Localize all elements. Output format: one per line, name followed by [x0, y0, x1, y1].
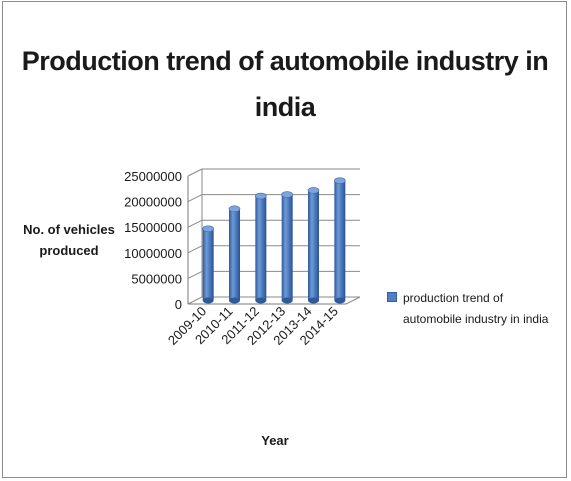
- gridline: [187, 168, 360, 177]
- gridlines: [187, 168, 360, 305]
- bars: [202, 177, 346, 304]
- bar: [228, 205, 241, 304]
- bar: [307, 187, 320, 304]
- gridline: [187, 296, 360, 305]
- bar: [202, 225, 214, 304]
- axes: [187, 169, 361, 305]
- y-axis-label: No. of vehicles produced: [23, 222, 115, 258]
- floor-edge: [345, 296, 361, 305]
- y-tick-label: 15000000: [124, 220, 182, 235]
- x-axis-label: Year: [261, 433, 289, 448]
- y-tick-label: 5000000: [131, 271, 182, 286]
- y-tick-label: 25000000: [124, 169, 182, 184]
- y-tick-label: 20000000: [124, 195, 182, 210]
- chart-title: Production trend of automobile industry …: [21, 46, 549, 122]
- bar: [281, 191, 293, 304]
- legend-label: production trend of automobile industry …: [403, 291, 549, 326]
- gridline: [187, 270, 360, 279]
- gridline: [187, 194, 360, 203]
- bar: [334, 177, 346, 304]
- y-tick-label: 0: [175, 297, 182, 312]
- bar: [255, 192, 267, 304]
- y-tick-label: 10000000: [124, 246, 182, 261]
- gridline: [187, 245, 360, 254]
- gridline: [187, 219, 360, 228]
- legend-swatch: [387, 292, 397, 302]
